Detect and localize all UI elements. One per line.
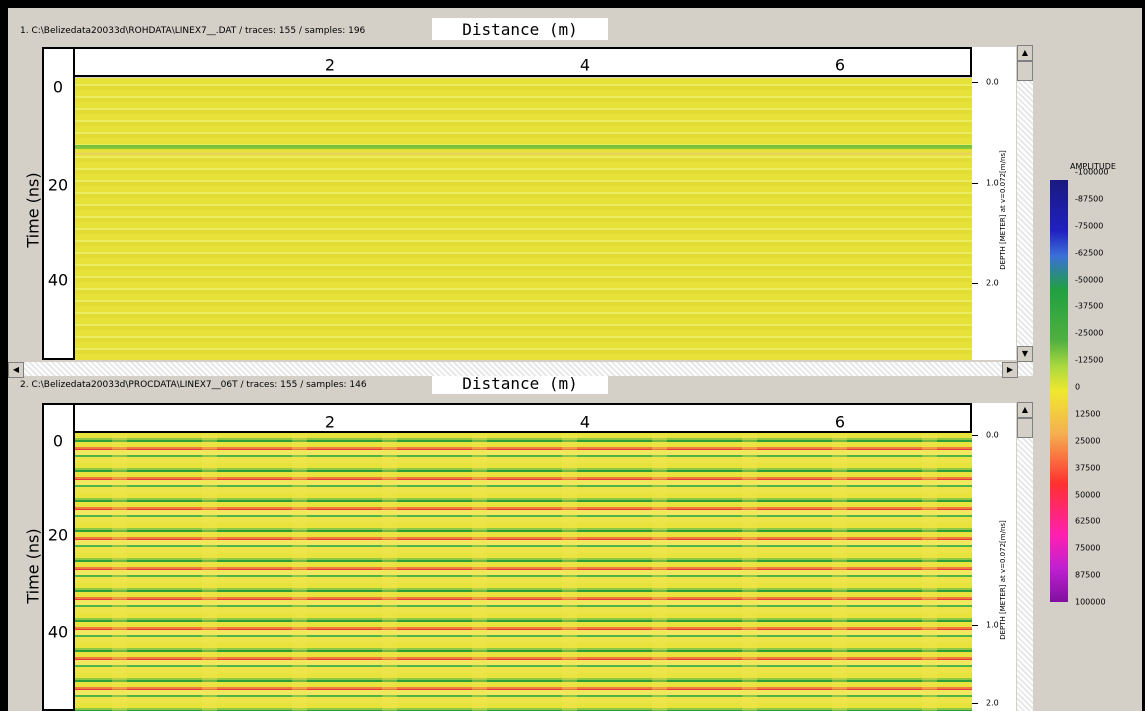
y-tick-label: 0 [52, 431, 64, 451]
colorbar-label: -25000 [1075, 328, 1104, 338]
x-tick-label: 4 [579, 55, 591, 75]
depth-tick-label: 2.0 [986, 278, 999, 288]
x-tick-label: 6 [834, 412, 846, 432]
colorbar-label: -50000 [1075, 275, 1104, 284]
vertical-scrollbar[interactable] [1017, 402, 1033, 711]
depth-axis [972, 47, 1016, 360]
colorbar-label: -62500 [1075, 248, 1104, 258]
depth-axis-label: DEPTH [METER] at v=0.072[m/ns] [999, 150, 1007, 270]
scroll-down[interactable]: ▼ [1017, 346, 1033, 362]
colorbar-label: 50000 [1075, 490, 1101, 499]
colorbar-label: -75000 [1075, 221, 1104, 231]
depth-tick [972, 82, 978, 83]
y-axis-label: Time (ns) [23, 172, 43, 248]
scroll-thumb[interactable] [1017, 61, 1033, 81]
depth-tick [972, 435, 978, 436]
vertical-scrollbar[interactable] [1017, 45, 1033, 370]
y-tick-label: 0 [52, 77, 64, 97]
x-tick-label: 4 [579, 412, 591, 432]
x-axis-label: Distance (m) [432, 18, 608, 40]
depth-axis [972, 403, 1016, 711]
colorbar-label: -12500 [1075, 355, 1104, 365]
radargram-processed [75, 433, 972, 711]
scroll-up[interactable]: ▲ [1017, 45, 1033, 61]
scroll-right[interactable]: ▶ [1002, 362, 1018, 378]
colorbar-label: 62500 [1075, 516, 1101, 526]
x-tick-box [42, 403, 972, 433]
x-tick-box [42, 47, 972, 77]
y-tick-label: 40 [47, 622, 69, 642]
colorbar [1050, 180, 1068, 602]
depth-tick-label: 0.0 [986, 77, 999, 87]
colorbar-label: 87500 [1075, 570, 1101, 580]
colorbar-label: -37500 [1075, 301, 1104, 311]
colorbar-label: 25000 [1075, 436, 1101, 446]
scroll-left[interactable]: ◀ [8, 362, 24, 378]
depth-tick [972, 703, 978, 704]
depth-tick [972, 283, 978, 284]
colorbar-label: 75000 [1075, 543, 1101, 553]
colorbar-label: 12500 [1075, 409, 1101, 419]
depth-axis-label: DEPTH [METER] at v=0.072[m/ns] [999, 520, 1007, 640]
y-tick-box [42, 403, 75, 711]
colorbar-title: AMPLITUDE [1070, 162, 1116, 171]
colorbar-label: -100000 [1075, 167, 1109, 177]
depth-tick-label: 0.0 [986, 430, 999, 440]
depth-tick [972, 183, 978, 184]
x-tick-label: 2 [324, 55, 336, 75]
horizontal-scrollbar[interactable] [8, 362, 1033, 376]
colorbar-label: -87500 [1075, 194, 1104, 204]
colorbar-label: 37500 [1075, 463, 1101, 473]
y-tick-label: 40 [47, 270, 69, 290]
x-tick-label: 2 [324, 412, 336, 432]
y-axis-label: Time (ns) [23, 528, 43, 604]
depth-tick [972, 625, 978, 626]
x-tick-label: 6 [834, 55, 846, 75]
depth-tick-label: 1.0 [986, 620, 999, 630]
colorbar-label: 100000 [1075, 597, 1106, 607]
y-tick-label: 20 [47, 175, 69, 195]
x-axis-label: Distance (m) [432, 372, 608, 394]
depth-tick-label: 2.0 [986, 698, 999, 708]
colorbar-label: 0 [1075, 382, 1081, 392]
scroll-up[interactable]: ▲ [1017, 402, 1033, 418]
depth-tick-label: 1.0 [986, 178, 999, 188]
y-tick-box [42, 47, 75, 360]
radargram-raw [75, 78, 972, 360]
scroll-thumb[interactable] [1017, 418, 1033, 438]
y-tick-label: 20 [47, 525, 69, 545]
